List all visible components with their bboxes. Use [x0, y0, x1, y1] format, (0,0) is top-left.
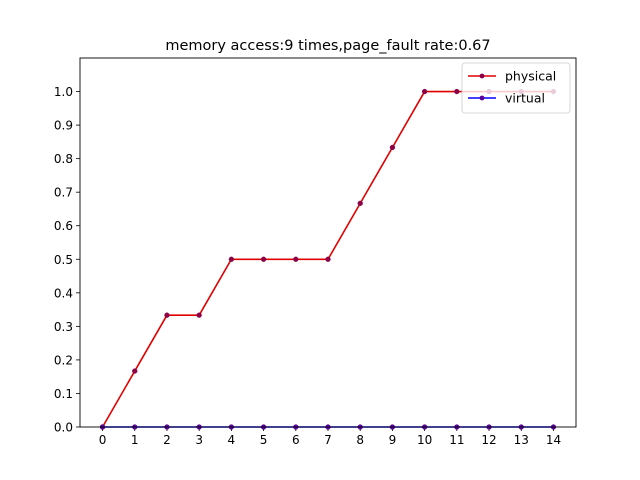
x-tick-label: 12	[481, 433, 496, 447]
data-point-physical	[454, 88, 460, 95]
x-tick-label: 5	[260, 433, 268, 447]
y-tick-label: 0.8	[54, 152, 73, 166]
y-tick-label: 0.1	[54, 387, 73, 401]
y-tick-label: 0.4	[54, 286, 73, 300]
x-tick-label: 0	[99, 433, 107, 447]
data-point-physical	[357, 200, 363, 207]
y-tick-label: 0.5	[54, 253, 73, 267]
y-tick-label: 0.0	[54, 421, 73, 435]
axes-frame	[79, 57, 577, 428]
data-point-physical	[293, 256, 299, 262]
y-tick-label: 0.2	[54, 353, 73, 367]
x-tick-label: 7	[324, 433, 332, 447]
data-point-physical	[164, 312, 170, 318]
legend-label-physical: physical	[505, 69, 556, 84]
x-tick-label: 4	[228, 433, 236, 447]
x-tick-label: 6	[292, 433, 300, 447]
legend-marker-virtual	[479, 95, 485, 101]
data-point-physical	[325, 256, 331, 262]
x-tick-label: 3	[195, 433, 203, 447]
data-point-physical	[228, 256, 235, 262]
y-tick-label: 0.7	[54, 186, 73, 200]
x-tick-label: 1	[131, 433, 139, 447]
x-tick-label: 10	[417, 433, 432, 447]
y-tick-label: 0.6	[54, 219, 73, 233]
y-tick-label: 0.9	[54, 119, 73, 133]
data-point-physical	[260, 256, 267, 262]
x-tick-label: 11	[449, 433, 464, 447]
legend-label-virtual: virtual	[505, 91, 545, 106]
x-tick-label: 9	[389, 433, 397, 447]
data-point-physical	[132, 368, 138, 374]
data-point-physical	[196, 312, 202, 318]
x-tick-label: 14	[546, 433, 561, 447]
x-tick-label: 13	[514, 433, 529, 447]
data-point-physical	[389, 144, 396, 151]
y-tick-label: 0.3	[54, 320, 73, 334]
legend-marker-physical	[479, 73, 485, 79]
y-tick-label: 1.0	[54, 85, 73, 99]
plot-area: 0 1 2 3 4 5 6 7 8 9 10 11 12 13 140.00.10.20.30.40.50.…	[54, 57, 577, 447]
data-point-physical	[421, 88, 428, 95]
x-tick-label: 8	[356, 433, 364, 447]
chart-title: memory access:9 times,page_fault rate:0.…	[165, 38, 490, 54]
x-tick-label: 2	[163, 433, 171, 447]
